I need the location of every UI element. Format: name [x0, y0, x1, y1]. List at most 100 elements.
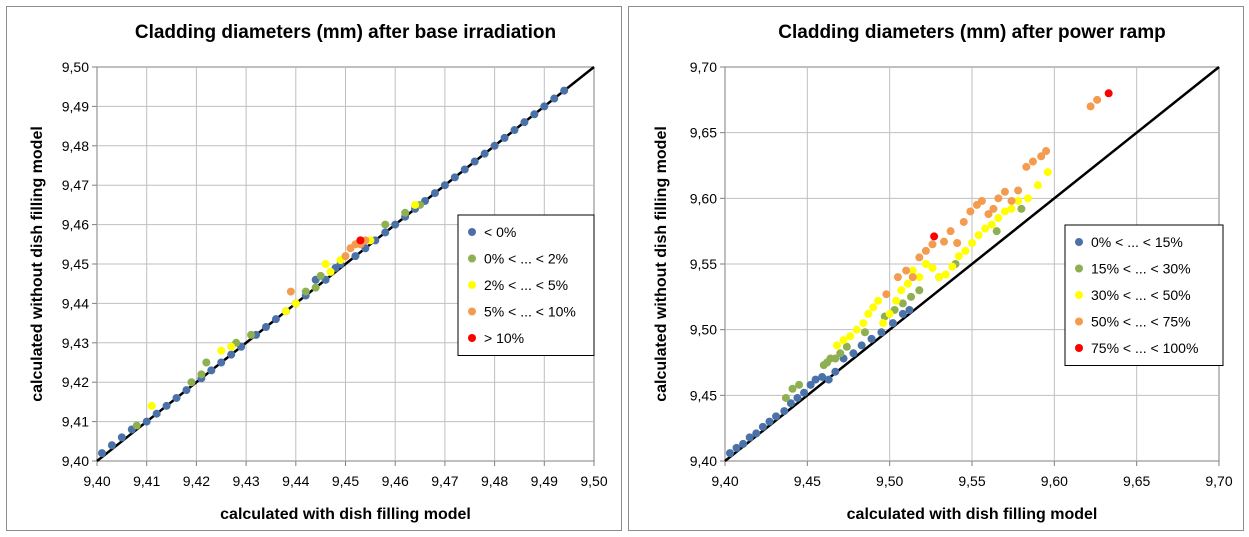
- y-tick-label: 9,55: [690, 256, 717, 272]
- data-point: [187, 378, 196, 387]
- data-point: [902, 266, 911, 275]
- data-point: [1014, 186, 1023, 195]
- legend-marker: [468, 281, 476, 289]
- data-point: [806, 380, 815, 389]
- data-point: [915, 253, 924, 262]
- data-point: [994, 214, 1003, 223]
- x-axis-title: calculated with dish filling model: [220, 506, 471, 523]
- data-point: [316, 271, 325, 280]
- y-tick-label: 9,44: [62, 295, 89, 311]
- x-tick-label: 9,65: [1123, 473, 1150, 489]
- data-point: [908, 266, 917, 275]
- data-point: [281, 307, 290, 316]
- x-tick-label: 9,44: [282, 473, 309, 489]
- data-point: [795, 380, 804, 389]
- data-point: [182, 386, 191, 395]
- data-point: [162, 401, 171, 410]
- chart-title: Cladding diameters (mm) after power ramp: [778, 22, 1165, 43]
- data-point: [977, 196, 986, 205]
- x-tick-label: 9,49: [531, 473, 558, 489]
- data-point: [725, 449, 734, 458]
- series-0: [725, 305, 914, 458]
- legend-marker: [1075, 264, 1083, 273]
- y-tick-label: 9,40: [62, 453, 89, 469]
- data-point: [885, 309, 894, 318]
- x-tick-label: 9,45: [794, 473, 821, 489]
- data-point: [381, 220, 390, 229]
- data-point: [107, 441, 116, 450]
- x-tick-label: 9,46: [382, 473, 409, 489]
- series-3: [882, 95, 1102, 299]
- x-tick-label: 9,50: [580, 473, 607, 489]
- chart-base-irradiation: Cladding diameters (mm) after base irrad…: [29, 22, 608, 523]
- data-point: [207, 366, 216, 375]
- data-point: [800, 388, 809, 397]
- data-point: [500, 133, 509, 142]
- data-point: [941, 270, 950, 279]
- y-axis-title: calculated without dish filling model: [653, 126, 670, 402]
- data-point: [946, 227, 955, 236]
- x-tick-label: 9,70: [1205, 473, 1232, 489]
- data-point: [857, 341, 866, 350]
- data-point: [291, 299, 300, 308]
- data-point: [852, 325, 861, 334]
- x-tick-label: 9,45: [332, 473, 359, 489]
- data-point: [530, 110, 539, 119]
- data-point: [849, 349, 858, 358]
- data-point: [550, 94, 559, 103]
- series-2: [832, 168, 1052, 350]
- x-tick-label: 9,40: [711, 473, 738, 489]
- x-tick-label: 9,43: [232, 473, 259, 489]
- data-point: [907, 292, 916, 301]
- data-point: [261, 323, 270, 332]
- data-point: [301, 287, 310, 296]
- data-point: [940, 237, 949, 246]
- data-point: [846, 332, 855, 341]
- data-point: [974, 231, 983, 240]
- data-point: [752, 429, 761, 438]
- data-point: [903, 279, 912, 288]
- y-tick-label: 9,41: [62, 414, 89, 430]
- legend-marker: [1075, 291, 1083, 299]
- reference-line: [96, 66, 595, 462]
- legend-marker: [1075, 344, 1083, 352]
- legend-marker: [468, 228, 476, 236]
- data-point: [739, 439, 748, 448]
- data-point: [869, 303, 878, 312]
- data-point: [989, 204, 998, 213]
- data-point: [928, 263, 937, 272]
- data-point: [842, 342, 851, 351]
- data-point: [510, 126, 519, 135]
- x-tick-label: 9,60: [1041, 473, 1068, 489]
- data-point: [1017, 204, 1026, 213]
- series-4: [356, 236, 365, 245]
- data-point: [1043, 168, 1052, 177]
- data-point: [450, 173, 459, 182]
- data-point: [793, 393, 802, 402]
- y-tick-label: 9,47: [62, 177, 89, 193]
- data-point: [908, 273, 917, 282]
- data-point: [898, 309, 907, 318]
- data-point: [217, 346, 226, 355]
- y-tick-label: 9,60: [690, 190, 717, 206]
- data-point: [1086, 102, 1095, 111]
- data-point: [935, 273, 944, 282]
- data-point: [430, 189, 439, 198]
- data-point: [888, 319, 897, 328]
- data-point: [879, 319, 888, 328]
- legend-marker: [468, 334, 476, 342]
- data-point: [490, 141, 499, 150]
- chart-power-ramp: Cladding diameters (mm) after power ramp…: [653, 22, 1233, 523]
- y-tick-label: 9,50: [62, 59, 89, 75]
- data-point: [247, 330, 256, 339]
- y-tick-label: 9,43: [62, 335, 89, 351]
- data-point: [859, 319, 868, 328]
- data-point: [326, 267, 335, 276]
- data-point: [1042, 147, 1051, 156]
- data-point: [984, 210, 993, 219]
- y-tick-label: 9,48: [62, 138, 89, 154]
- data-point: [968, 238, 976, 247]
- data-point: [994, 194, 1003, 203]
- x-axis-title: calculated with dish filling model: [847, 506, 1098, 523]
- data-point: [915, 273, 924, 282]
